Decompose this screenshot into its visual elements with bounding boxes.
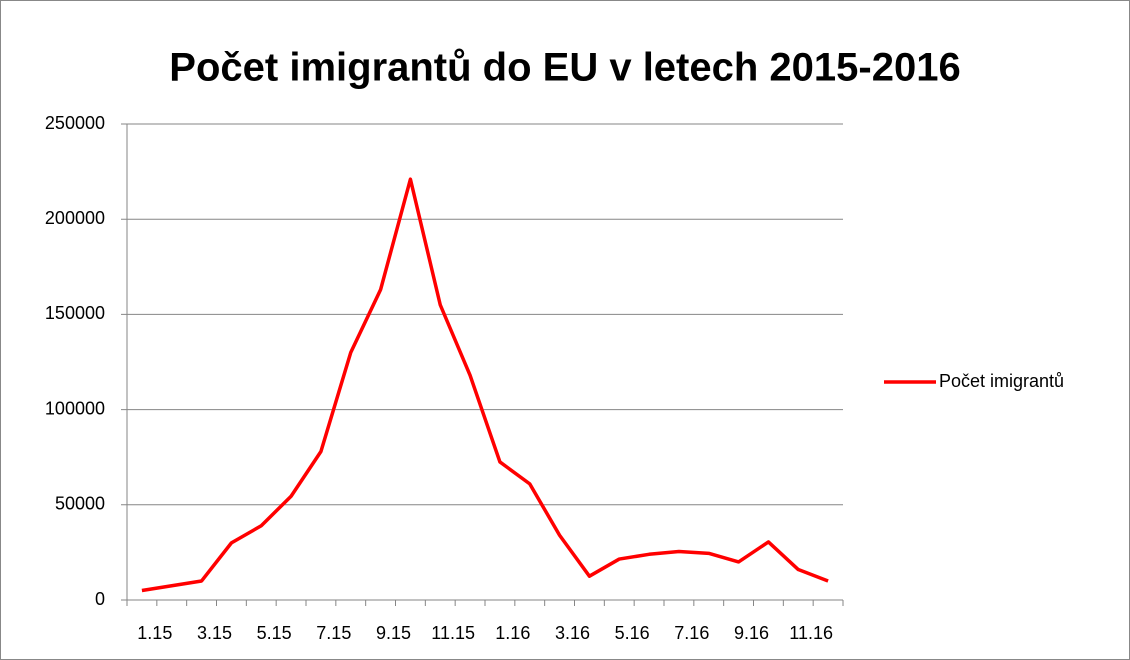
chart-title: Počet imigrantů do EU v letech 2015-2016 <box>169 46 960 90</box>
y-tick-label: 150000 <box>45 303 105 323</box>
x-tick-label: 5.16 <box>615 623 650 643</box>
x-tick-label: 11.16 <box>789 623 833 643</box>
x-tick-label: 3.15 <box>197 623 232 643</box>
x-tick-label: 9.16 <box>734 623 769 643</box>
x-tick-label: 11.15 <box>431 623 475 643</box>
legend-label: Počet imigrantů <box>939 371 1064 391</box>
x-tick-label: 1.15 <box>137 623 172 643</box>
x-tick-label: 9.15 <box>376 623 411 643</box>
y-tick-label: 250000 <box>45 113 105 133</box>
y-tick-label: 200000 <box>45 208 105 228</box>
x-tick-label: 3.16 <box>555 623 590 643</box>
y-tick-label: 50000 <box>55 494 105 514</box>
y-tick-label: 100000 <box>45 398 105 418</box>
x-tick-label: 7.16 <box>674 623 709 643</box>
y-tick-label: 0 <box>95 589 105 609</box>
x-tick-label: 1.16 <box>495 623 530 643</box>
series-line <box>141 177 829 593</box>
x-tick-label: 7.15 <box>316 623 351 643</box>
x-tick-label: 5.15 <box>257 623 292 643</box>
